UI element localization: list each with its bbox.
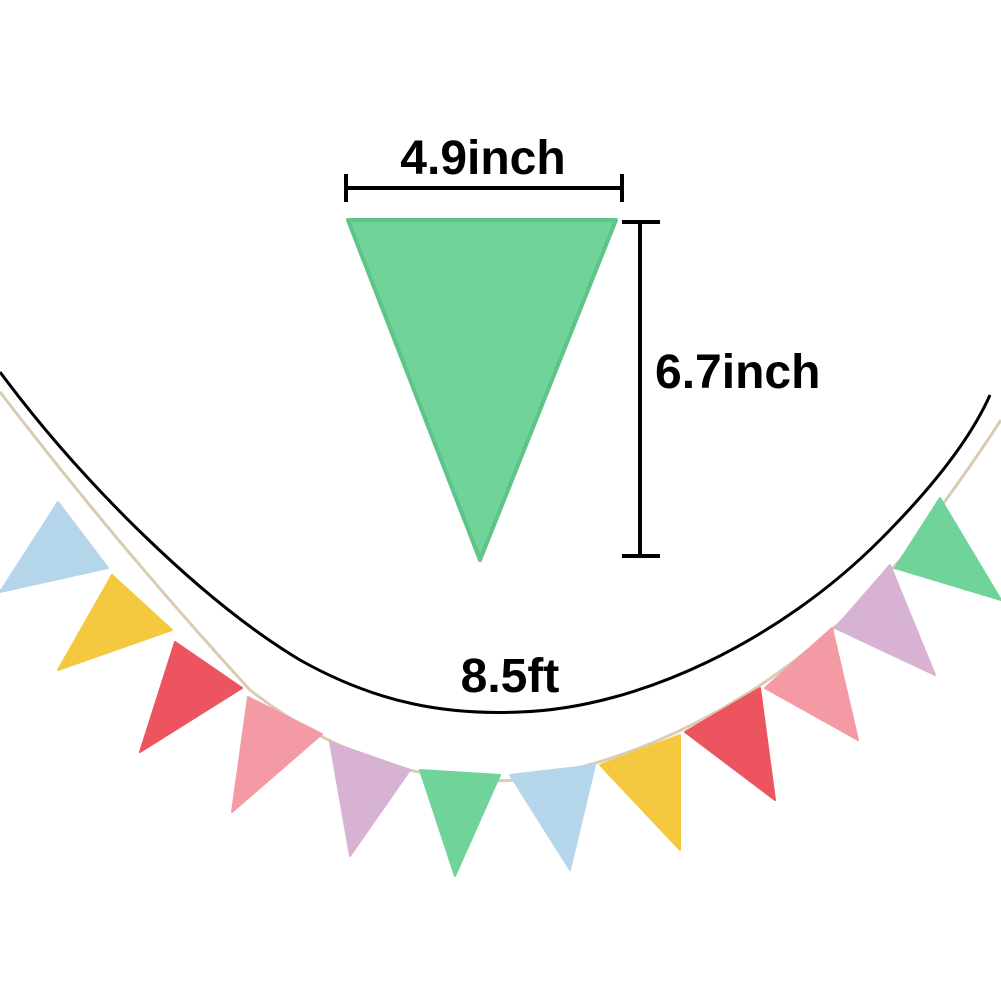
banner-length-label: 8.5ft <box>461 650 560 703</box>
height-dimension <box>622 220 660 558</box>
pennant-yellow-left <box>57 574 173 671</box>
pennant-blue-left <box>0 501 109 593</box>
length-arc <box>0 371 992 714</box>
flag-width-label: 4.9inch <box>400 132 565 185</box>
pennant-row <box>0 497 1001 877</box>
pennant-pink-left <box>231 696 323 813</box>
pennant-yellow-right <box>599 734 681 851</box>
pennant-pink-right <box>764 627 859 741</box>
flag-height-label: 6.7inch <box>655 346 820 399</box>
pennant-red-right <box>684 687 776 801</box>
pennant-green-center <box>419 769 501 877</box>
pennant-red-left <box>139 641 243 753</box>
pennant-lilac-right <box>834 564 936 676</box>
pennant-blue-center <box>509 764 596 871</box>
width-dimension <box>344 174 624 202</box>
sample-pennant-green <box>346 218 618 562</box>
pennant-green-right <box>894 497 1001 601</box>
pennant-lilac-center <box>329 741 411 857</box>
